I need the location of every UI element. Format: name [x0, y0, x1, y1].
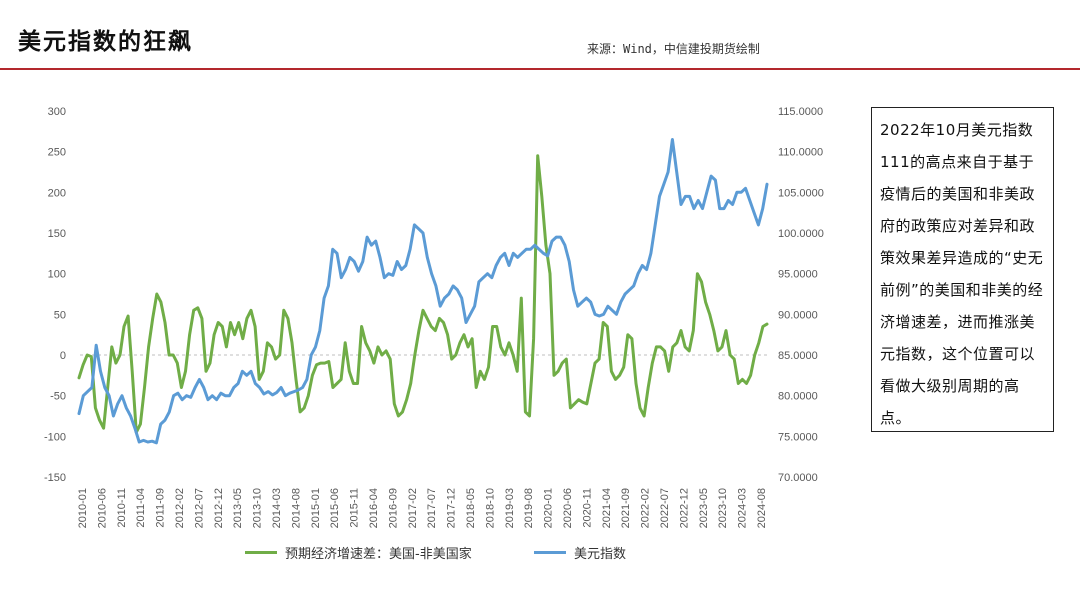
- x-tick-label: 2022-12: [678, 488, 690, 528]
- x-tick-label: 2010-11: [116, 488, 128, 528]
- x-tick-label: 2016-09: [387, 488, 399, 528]
- left-tick-label: 100: [48, 269, 66, 281]
- x-tick-label: 2013-05: [232, 488, 244, 528]
- x-tick-label: 2018-10: [484, 488, 496, 528]
- x-tick-label: 2019-08: [523, 488, 535, 528]
- x-tick-label: 2010-06: [96, 488, 108, 528]
- series-line-dollar-index: [77, 138, 769, 445]
- left-tick-label: 0: [60, 350, 66, 362]
- right-tick-label: 105.0000: [778, 187, 824, 199]
- x-tick-label: 2015-11: [349, 488, 361, 528]
- title-divider: [0, 68, 1080, 70]
- x-tick-label: 2020-06: [562, 488, 574, 528]
- x-tick-label: 2011-04: [135, 488, 147, 528]
- legend-swatch-blue: [534, 551, 566, 554]
- x-tick-label: 2012-07: [193, 488, 205, 528]
- x-tick-label: 2015-01: [310, 488, 322, 528]
- right-tick-label: 90.0000: [778, 309, 818, 321]
- x-tick-label: 2024-03: [737, 488, 749, 528]
- x-tick-label: 2018-05: [465, 488, 477, 528]
- left-tick-label: 50: [54, 309, 66, 321]
- legend-swatch-green: [245, 551, 277, 554]
- x-tick-label: 2014-03: [271, 488, 283, 528]
- right-tick-label: 115.0000: [778, 106, 823, 118]
- annotation-box: 2022年10月美元指数111的高点来自于基于疫情后的美国和非美政府的政策应对差…: [871, 107, 1054, 432]
- left-tick-label: 150: [48, 228, 66, 240]
- right-tick-label: 75.0000: [778, 431, 818, 443]
- series-layer: [77, 138, 769, 445]
- x-tick-label: 2017-12: [446, 488, 458, 528]
- x-tick-label: 2021-09: [620, 488, 632, 528]
- legend-item-blue: 美元指数: [534, 543, 626, 562]
- x-tick-label: 2019-03: [504, 488, 516, 528]
- x-tick-label: 2022-07: [659, 488, 671, 528]
- x-tick-label: 2014-08: [290, 488, 302, 528]
- series-line-growth-diff: [77, 154, 769, 434]
- x-axis-ticks: 2010-01 2010-06 2010-11 2011-04 2011-09 2012-…: [77, 488, 768, 528]
- x-tick-label: 2020-01: [543, 488, 555, 528]
- right-tick-label: 95.0000: [778, 269, 818, 281]
- left-tick-label: -100: [44, 431, 66, 443]
- x-tick-label: 2012-02: [174, 488, 186, 528]
- x-tick-label: 2023-10: [717, 488, 729, 528]
- right-tick-label: 110.0000: [778, 147, 823, 159]
- x-tick-label: 2012-12: [213, 488, 225, 528]
- left-tick-label: -50: [50, 391, 66, 403]
- right-tick-label: 80.0000: [778, 391, 818, 403]
- left-tick-label: 200: [48, 187, 66, 199]
- left-tick-label: -150: [44, 472, 66, 484]
- right-tick-label: 70.0000: [778, 472, 818, 484]
- x-tick-label: 2017-07: [426, 488, 438, 528]
- x-tick-label: 2016-04: [368, 488, 380, 528]
- right-tick-label: 100.0000: [778, 228, 824, 240]
- x-tick-label: 2017-02: [407, 488, 419, 528]
- page-title: 美元指数的狂飙: [18, 28, 193, 55]
- left-axis-ticks: 300 250 200 150 100 50 0 -50 -100 -150: [44, 106, 66, 484]
- x-tick-label: 2010-01: [77, 488, 89, 528]
- x-tick-label: 2020-11: [581, 488, 593, 528]
- legend-label-green: 预期经济增速差：美国-非美国家: [285, 547, 472, 562]
- legend-item-green: 预期经济增速差：美国-非美国家: [245, 543, 472, 562]
- x-tick-label: 2021-04: [601, 488, 613, 528]
- x-tick-label: 2011-09: [155, 488, 167, 528]
- x-tick-label: 2013-10: [252, 488, 264, 528]
- legend-label-blue: 美元指数: [574, 547, 627, 562]
- source-text: 来源：Wind，中信建投期货绘制: [587, 42, 760, 56]
- left-tick-label: 300: [48, 106, 66, 118]
- right-axis-ticks: 115.0000 110.0000 105.0000 100.0000 95.0000 9…: [778, 106, 824, 484]
- x-tick-label: 2015-06: [329, 488, 341, 528]
- x-tick-label: 2023-05: [698, 488, 710, 528]
- x-tick-label: 2024-08: [756, 488, 768, 528]
- x-tick-label: 2022-02: [640, 488, 652, 528]
- left-tick-label: 250: [48, 147, 66, 159]
- right-tick-label: 85.0000: [778, 350, 818, 362]
